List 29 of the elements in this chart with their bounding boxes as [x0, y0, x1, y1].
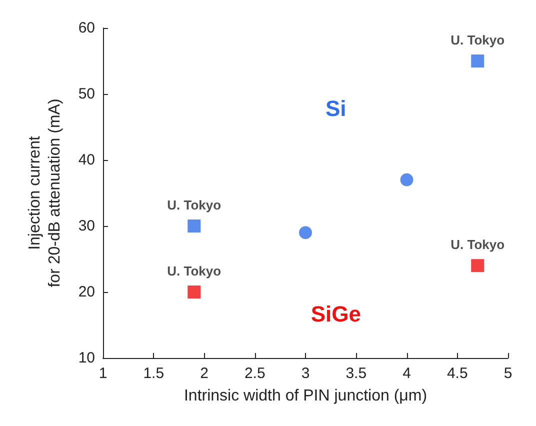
- y-tick-label: 40: [78, 152, 95, 168]
- x-tick-label: 2.5: [244, 365, 266, 382]
- y-axis-title: Injection current for 20-dB attenuation (mA): [26, 98, 64, 288]
- x-tick-label: 1.5: [143, 365, 164, 382]
- data-label: U. Tokyo: [167, 264, 222, 278]
- text: SiGe: [310, 301, 361, 326]
- x-axis-title: Intrinsic width of PIN junction (μm): [184, 388, 428, 404]
- y-tick-label: 50: [78, 86, 95, 102]
- x-tick-label: 3.5: [346, 365, 367, 382]
- x-tick-label: 4: [402, 365, 411, 382]
- x-tick-label: 5: [504, 365, 512, 382]
- y-tick-label: 30: [78, 218, 95, 234]
- point: [188, 220, 201, 232]
- x-tick-label: 1: [98, 365, 108, 382]
- point: [471, 54, 484, 68]
- point: [471, 259, 484, 272]
- x-tick-label: 3: [301, 365, 310, 382]
- data-label: U. Tokyo: [167, 198, 222, 212]
- point: [299, 226, 312, 240]
- text: Si: [325, 96, 346, 121]
- point: [400, 173, 414, 186]
- data-label: U. Tokyo: [450, 32, 505, 48]
- data-label: U. Tokyo: [450, 237, 505, 252]
- point: [188, 286, 201, 298]
- y-tick-label: 60: [78, 20, 95, 36]
- x-tick-label: 4.5: [446, 365, 468, 382]
- y-tick-label: 10: [78, 350, 95, 366]
- x-tick-label: 2: [200, 365, 208, 382]
- y-tick-label: 20: [78, 284, 95, 300]
